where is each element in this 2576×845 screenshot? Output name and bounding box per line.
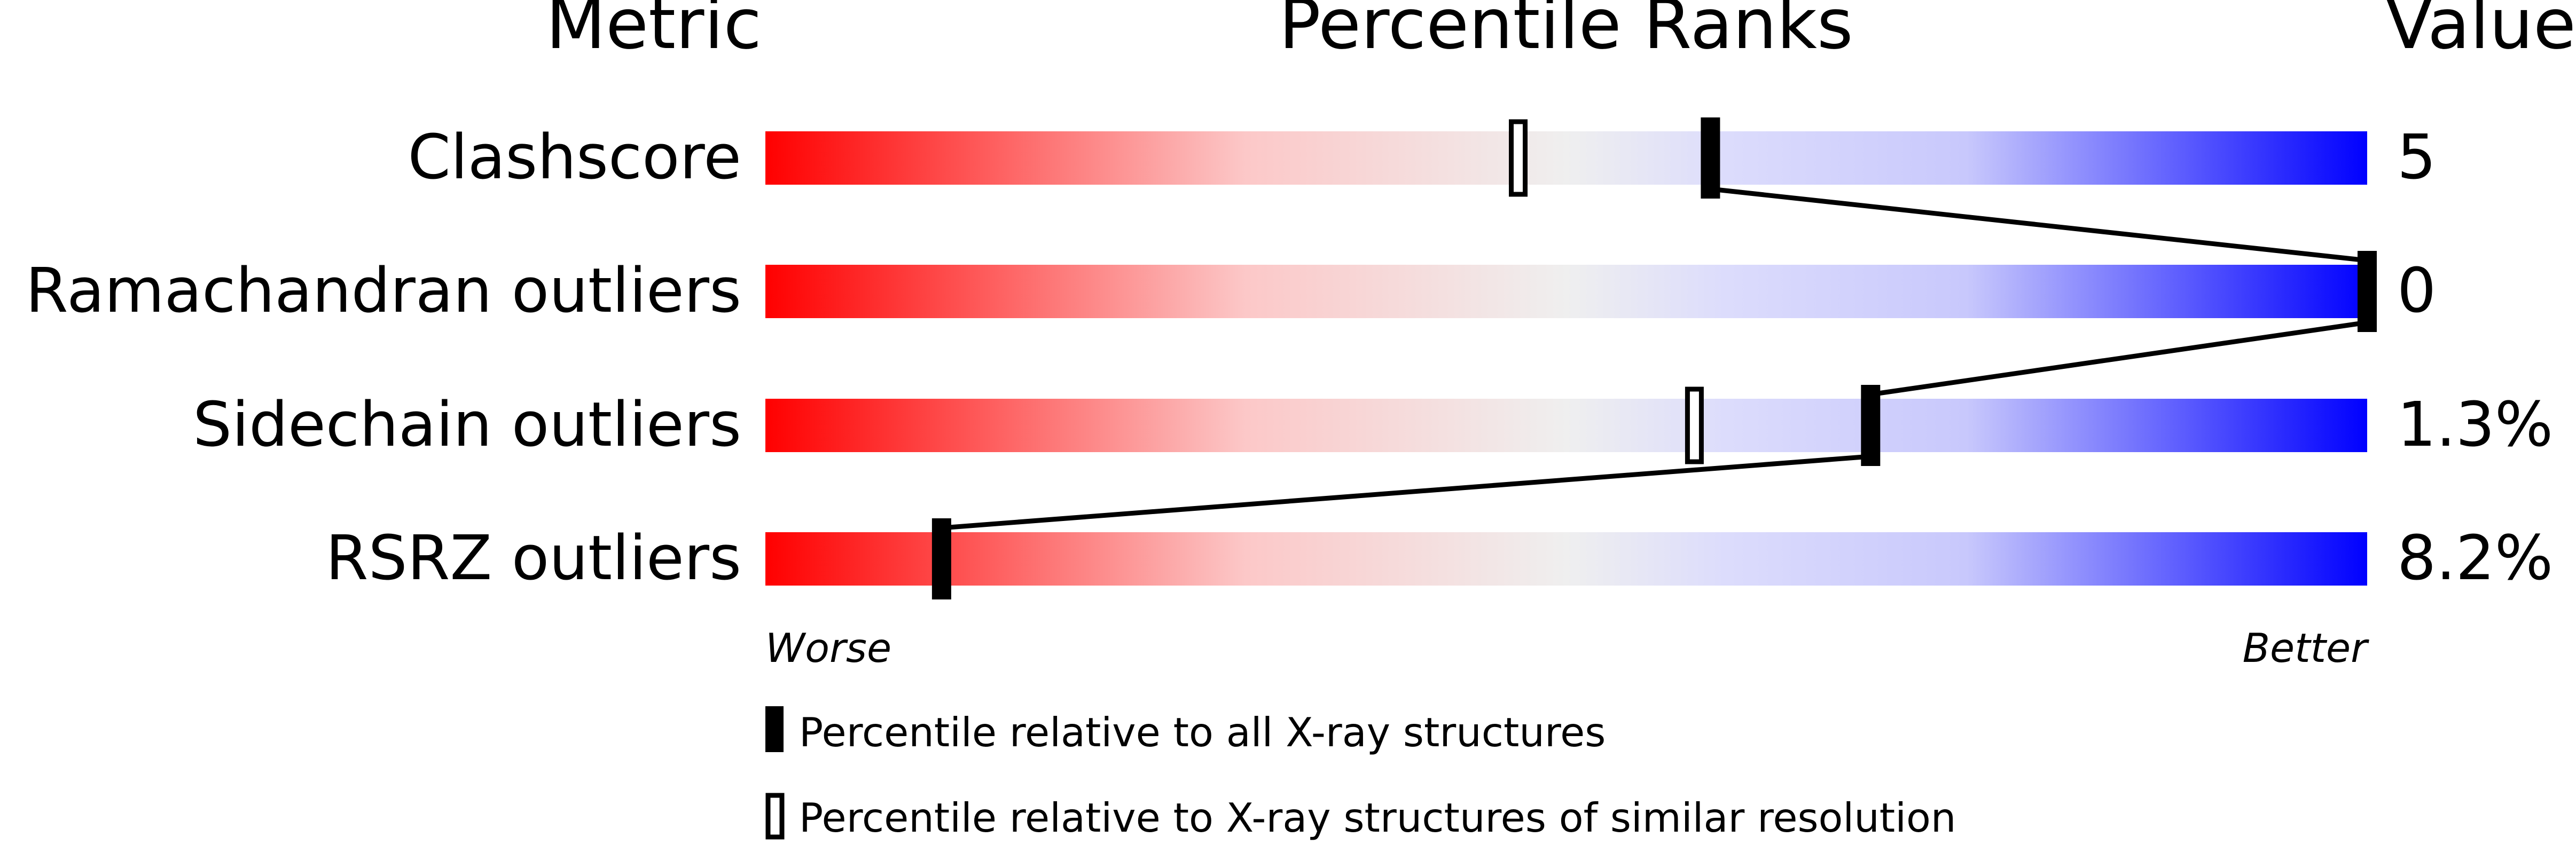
all-structures-marker xyxy=(1701,117,1720,199)
metric-label: Ramachandran outliers xyxy=(26,255,741,327)
header-value: Value xyxy=(2385,0,2576,65)
percentile-bar xyxy=(765,131,2367,185)
all-structures-marker xyxy=(1861,385,1881,466)
connector-line xyxy=(941,454,1871,531)
all-structures-marker xyxy=(931,518,951,599)
legend-hollow-marker xyxy=(765,793,785,840)
legend-filled-marker xyxy=(765,706,784,752)
metric-label: Sidechain outliers xyxy=(193,389,741,461)
metric-value: 0 xyxy=(2397,255,2436,327)
metric-value: 5 xyxy=(2397,122,2436,193)
percentile-bar xyxy=(765,399,2367,452)
legend-label-all: Percentile relative to all X-ray structu… xyxy=(799,709,1606,756)
metric-label: RSRZ outliers xyxy=(326,523,741,594)
similar-resolution-marker xyxy=(1685,386,1704,464)
metric-value: 8.2% xyxy=(2397,523,2553,594)
axis-label-better: Better xyxy=(2243,625,2370,672)
metric-label: Clashscore xyxy=(408,122,741,193)
header-percentile: Percentile Ranks xyxy=(1279,0,1853,65)
percentile-bar xyxy=(765,265,2367,318)
connector-line xyxy=(1870,320,2368,397)
percentile-bar xyxy=(765,532,2367,586)
axis-label-worse: Worse xyxy=(765,625,891,672)
all-structures-marker xyxy=(2358,251,2377,332)
header-metric: Metric xyxy=(546,0,762,65)
similar-resolution-marker xyxy=(1509,119,1528,197)
metric-value: 1.3% xyxy=(2397,389,2553,461)
connector-line xyxy=(1710,186,2368,263)
legend-label-similar: Percentile relative to X-ray structures … xyxy=(799,794,1956,841)
